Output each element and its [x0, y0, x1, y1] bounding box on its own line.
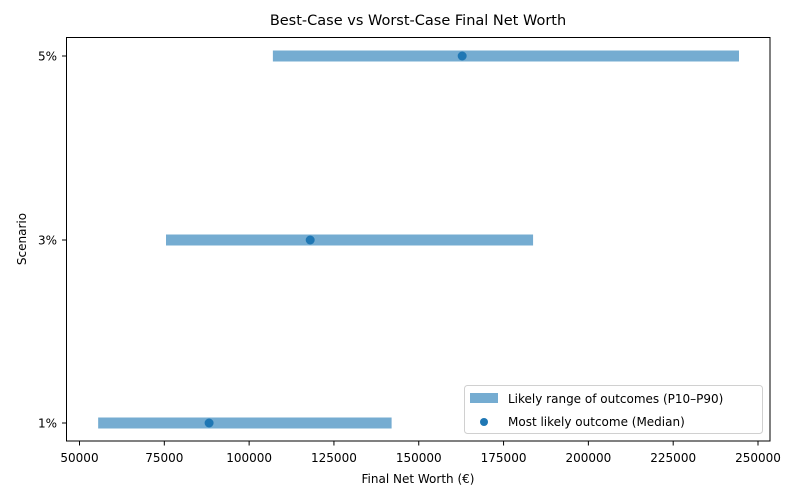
x-tick-label: 150000	[396, 451, 442, 465]
x-tick-label: 175000	[481, 451, 527, 465]
median-dot-3pct	[305, 235, 315, 245]
x-axis-ticks: 50000 75000 100000 125000 150000 175000 200000…	[60, 441, 781, 465]
range-bar-1pct	[98, 417, 392, 429]
x-tick-label: 75000	[145, 451, 183, 465]
y-tick-label: 1%	[38, 417, 57, 431]
range-bar-5pct	[272, 50, 740, 62]
median-dot-5pct	[457, 51, 467, 61]
range-bars	[98, 50, 740, 429]
median-dot-1pct	[204, 418, 214, 428]
x-axis-label: Final Net Worth (€)	[362, 472, 475, 486]
y-axis-label: Scenario	[15, 213, 29, 265]
x-tick-label: 125000	[311, 451, 357, 465]
x-tick-label: 225000	[650, 451, 696, 465]
legend-range-swatch	[470, 393, 498, 403]
x-tick-label: 50000	[60, 451, 98, 465]
x-tick-label: 200000	[565, 451, 611, 465]
legend: Likely range of outcomes (P10–P90) Most …	[464, 385, 763, 434]
x-tick-label: 250000	[735, 451, 781, 465]
x-tick-label: 100000	[226, 451, 272, 465]
chart-title: Best-Case vs Worst-Case Final Net Worth	[270, 13, 566, 29]
y-axis-ticks: 1% 3% 5%	[38, 50, 67, 431]
y-tick-label: 5%	[38, 50, 57, 64]
legend-median-marker	[480, 418, 488, 426]
range-bar-3pct	[166, 234, 534, 246]
y-tick-label: 3%	[38, 234, 57, 248]
median-dots	[204, 51, 467, 428]
legend-box	[464, 385, 763, 434]
legend-range-label: Likely range of outcomes (P10–P90)	[508, 392, 723, 406]
legend-median-label: Most likely outcome (Median)	[508, 415, 685, 429]
